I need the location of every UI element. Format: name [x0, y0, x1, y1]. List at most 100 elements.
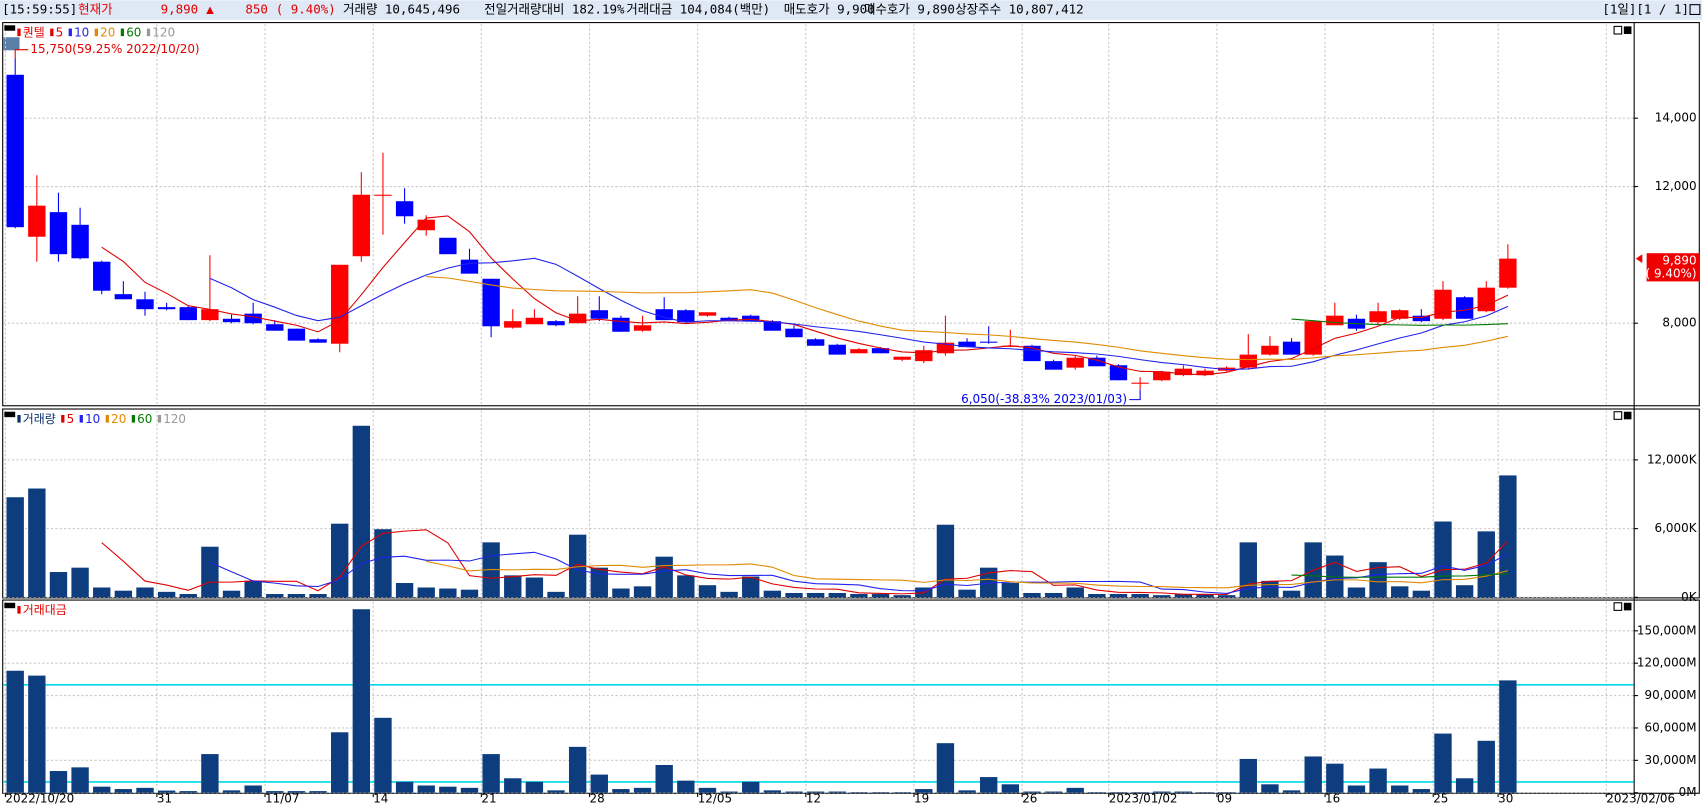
bar: [439, 588, 457, 598]
bar: [331, 732, 349, 793]
bar: [1369, 768, 1387, 793]
bar: [590, 774, 608, 793]
candle-body: [633, 325, 652, 331]
bar: [828, 791, 846, 793]
bar: [677, 780, 695, 793]
header-period[interactable]: [1일][1 / 1]: [1602, 2, 1689, 17]
candle-body: [698, 312, 717, 316]
x-tick-label: 2022/10/20: [5, 792, 74, 805]
bar: [1066, 587, 1084, 598]
bar: [482, 754, 500, 793]
bar: [157, 591, 176, 598]
y-tick-label: 12,000: [1655, 179, 1697, 193]
candle-body: [1304, 321, 1322, 355]
candle-body: [244, 313, 262, 324]
legend-swatch: [79, 414, 83, 423]
bar: [958, 790, 976, 793]
bar: [1455, 778, 1474, 793]
bar: [677, 575, 695, 598]
bar: [244, 785, 262, 793]
panel-button[interactable]: [1613, 25, 1623, 35]
candle-body: [1196, 370, 1214, 376]
y-tick-label: 150,000M: [1637, 623, 1697, 637]
bar: [742, 781, 760, 793]
bar: [266, 791, 284, 793]
panel-button[interactable]: [1613, 411, 1623, 420]
x-tick-label: 14: [373, 792, 388, 805]
bar: [1174, 791, 1193, 793]
candle-body: [28, 205, 46, 237]
legend-label: 20: [100, 25, 115, 39]
bar: [980, 567, 998, 598]
bar: [28, 675, 46, 793]
bar: [828, 592, 846, 598]
bar: [1434, 733, 1452, 793]
bar: [785, 791, 803, 793]
y-tick-label: 0K: [1681, 590, 1698, 604]
panel-button[interactable]: [1623, 411, 1632, 420]
bar: [633, 787, 652, 793]
bar: [893, 595, 911, 598]
bar: [136, 787, 154, 793]
bar: [1347, 587, 1366, 598]
panel-icon[interactable]: [3, 37, 20, 51]
header-change-pct: ( 9.40%): [276, 2, 336, 17]
bar: [1326, 763, 1344, 793]
x-tick-label: 21: [481, 792, 496, 805]
panel-button[interactable]: [1623, 26, 1632, 34]
price-panel: [2, 22, 1700, 407]
header-bar: [0, 0, 1702, 20]
bar: [1196, 792, 1214, 793]
bar: [1001, 583, 1020, 598]
bar: [1499, 475, 1517, 598]
x-tick-label: 26: [1022, 792, 1037, 805]
bar: [331, 523, 349, 598]
candle-body: [287, 328, 306, 341]
candle-body: [1131, 382, 1149, 384]
legend-label: 20: [111, 412, 126, 426]
candle-body: [1499, 258, 1517, 288]
bar: [1023, 791, 1041, 793]
candle-body: [1261, 345, 1279, 355]
last-change-label: ( 9.40%): [1646, 266, 1697, 280]
bar: [612, 789, 630, 793]
ma-line: [1291, 318, 1508, 326]
header-volume: 거래량 10,645,496: [343, 2, 460, 17]
candle-body: [525, 317, 544, 325]
legend-label: 거래량: [23, 412, 56, 426]
bar: [1044, 791, 1063, 793]
candle-body: [612, 317, 630, 332]
window-button[interactable]: [1689, 4, 1701, 15]
candle-body: [1369, 311, 1387, 323]
bar: [287, 594, 306, 598]
bar: [698, 585, 717, 598]
legend-swatch: [17, 28, 21, 37]
bar: [266, 594, 284, 598]
bar: [1217, 792, 1236, 793]
legend-label: 10: [74, 25, 89, 39]
candle-body: [114, 294, 133, 300]
bar: [309, 791, 327, 793]
bar: [980, 777, 998, 793]
bar: [850, 792, 868, 793]
legend-swatch: [17, 606, 21, 614]
bar: [1477, 531, 1495, 598]
candle-body: [980, 341, 998, 343]
bar: [1347, 785, 1366, 793]
bar: [309, 594, 327, 598]
bar: [806, 791, 825, 793]
bar: [1001, 784, 1020, 793]
annotation: 6,050(-38.83% 2023/01/03): [961, 392, 1127, 406]
candle-body: [6, 74, 24, 228]
panel-button[interactable]: [1613, 602, 1623, 611]
bar: [504, 575, 522, 598]
bar: [71, 567, 89, 598]
bar: [612, 588, 630, 598]
panel-button[interactable]: [1623, 602, 1632, 611]
bar: [460, 787, 479, 793]
candle-body: [1326, 315, 1344, 326]
header-bid: 매수호가 9,890: [864, 2, 955, 17]
header-label: 현재가: [78, 2, 113, 17]
bar: [1261, 784, 1279, 793]
